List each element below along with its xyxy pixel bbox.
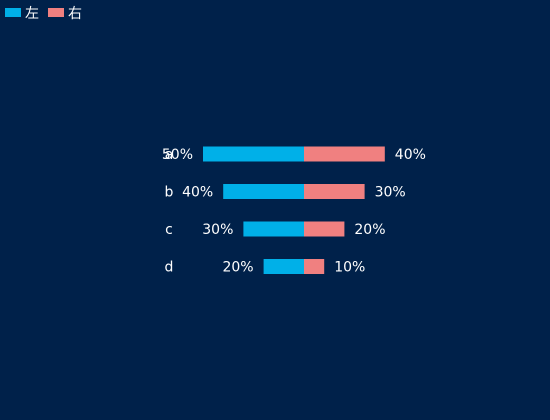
category-label-d: d	[165, 260, 174, 276]
bar-right-b[interactable]	[304, 184, 365, 199]
legend-swatch-left[interactable]	[5, 8, 21, 17]
legend: 左右	[5, 6, 82, 22]
value-label-left-b: 40%	[182, 185, 213, 201]
legend-label-left[interactable]: 左	[25, 6, 39, 22]
legend-swatch-right[interactable]	[48, 8, 64, 17]
value-label-left-d: 20%	[222, 260, 253, 276]
plot-area: a50% 40% b 40% 30% c 30% 20% d 20% 10%	[162, 146, 426, 276]
value-label-right-d: 10%	[334, 260, 365, 276]
bar-left-b[interactable]	[223, 184, 304, 199]
bar-right-d[interactable]	[304, 259, 325, 274]
value-label-right-c: 20%	[354, 222, 385, 238]
category-label-b: b	[165, 185, 174, 201]
bar-right-c[interactable]	[304, 221, 345, 237]
value-label-left-a: 50%	[162, 147, 193, 163]
bar-right-a[interactable]	[304, 146, 385, 162]
value-label-right-a: 40%	[395, 147, 426, 163]
category-label-c: c	[165, 222, 173, 238]
bar-left-a[interactable]	[203, 146, 304, 162]
bar-left-d[interactable]	[263, 259, 304, 274]
legend-label-right[interactable]: 右	[68, 6, 82, 22]
value-label-left-c: 30%	[202, 222, 233, 238]
bar-left-c[interactable]	[243, 221, 304, 237]
category-label-a: a	[165, 147, 174, 163]
value-label-right-b: 30%	[375, 185, 406, 201]
